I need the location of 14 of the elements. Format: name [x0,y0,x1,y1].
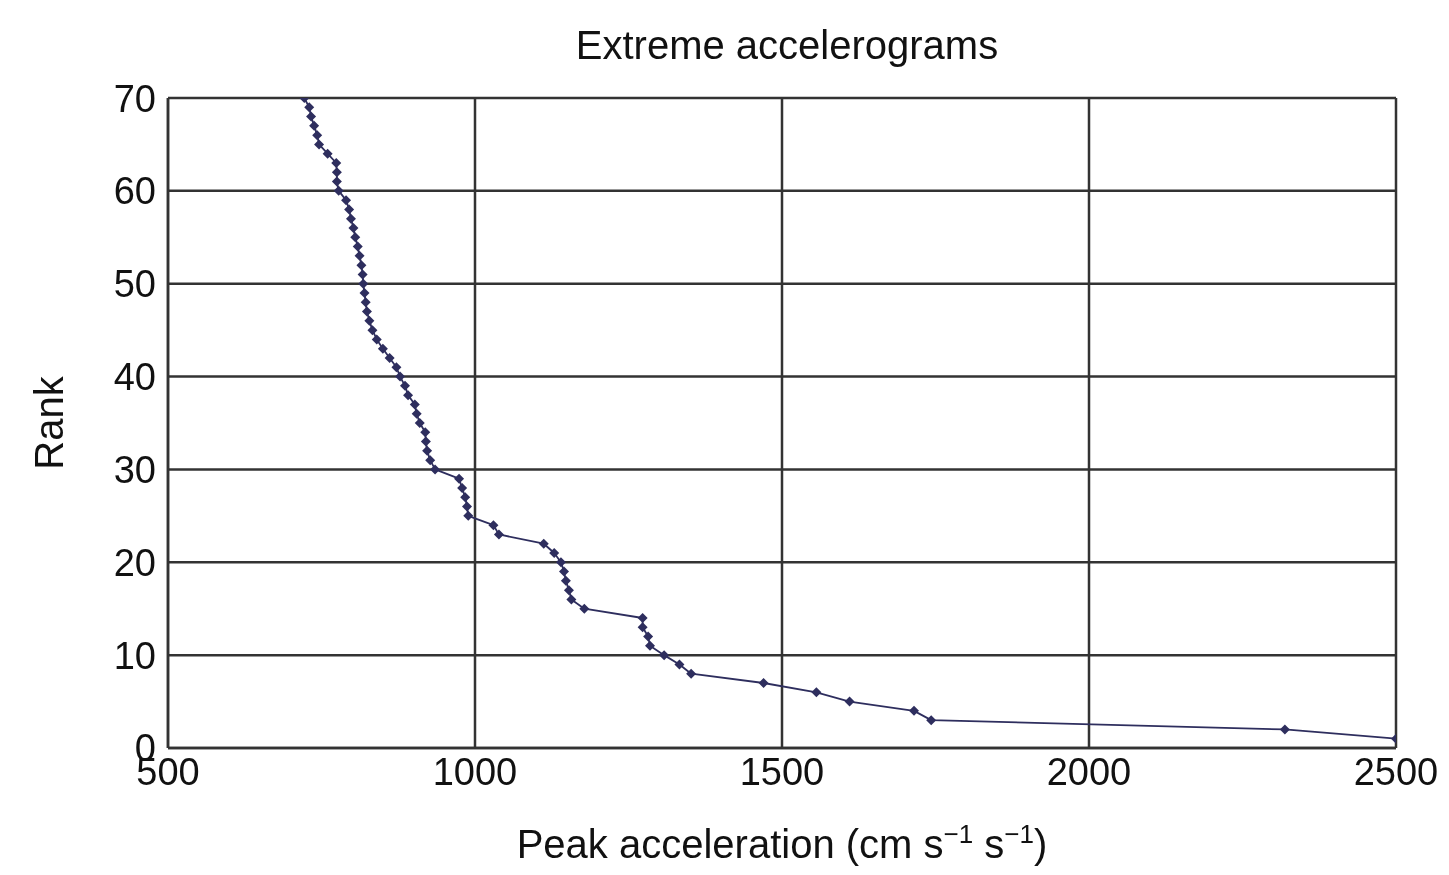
y-tick-label: 60 [113,170,156,213]
y-tick-label: 20 [113,541,156,584]
x-tick-label: 2000 [1046,750,1132,793]
x-tick-label: 1500 [739,750,825,793]
chart-title: Extreme accelerograms [575,23,999,67]
x-axis-title: Peak acceleration (cm s$^{−1}$ s$^{−1}$) [516,819,1048,866]
y-tick-label: 40 [113,356,156,399]
x-tick-label: 2500 [1353,750,1439,793]
y-tick-label: 10 [113,634,156,677]
y-tick-label: 50 [113,263,156,306]
y-axis-title: Rank [27,375,71,470]
x-tick-label: 1000 [432,750,518,793]
y-tick-label: 70 [113,77,156,120]
y-tick-label: 30 [113,448,156,491]
